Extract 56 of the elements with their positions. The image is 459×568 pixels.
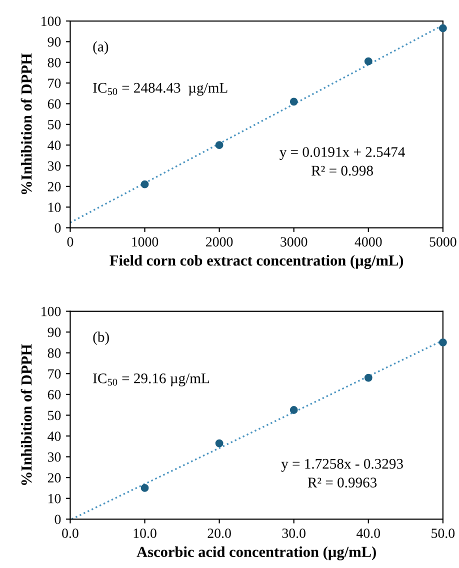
x-tick-label: 10.0 bbox=[134, 528, 156, 538]
point bbox=[215, 439, 224, 448]
x-tick-label: 1000 bbox=[132, 237, 158, 247]
annotation: y = 0.0191x + 2.5474 bbox=[280, 147, 405, 160]
y-tick-label: 50 bbox=[48, 410, 61, 420]
y-tick-label: 0 bbox=[54, 514, 61, 524]
y-tick-label: 10 bbox=[48, 494, 61, 504]
y-tick-label: 90 bbox=[48, 328, 61, 338]
y-tick-label: 30 bbox=[48, 161, 61, 171]
point bbox=[140, 180, 149, 188]
y-tick-label: 20 bbox=[48, 182, 61, 192]
point bbox=[290, 406, 298, 414]
y-tick-label: 40 bbox=[48, 140, 61, 150]
x-tick-label: 0 bbox=[67, 237, 74, 247]
y-tick-label: 70 bbox=[48, 369, 61, 379]
y-tick-label: 20 bbox=[48, 473, 61, 483]
y-tick-label: 70 bbox=[48, 78, 61, 88]
y-axis-title: %Inhibition of DPPH bbox=[20, 344, 32, 485]
y-tick-label: 10 bbox=[48, 202, 61, 212]
y-tick-label: 30 bbox=[48, 452, 61, 462]
annotation: IC$_{50}$ = 29.16 µg/mL bbox=[93, 374, 210, 386]
x-tick-label: 4000 bbox=[354, 237, 382, 247]
y-tick-label: 50 bbox=[48, 120, 61, 130]
x-axis-title: Ascorbic acid concentration (µg/mL) bbox=[136, 546, 376, 560]
annotation: R² = 0.9963 bbox=[308, 478, 377, 488]
point bbox=[364, 374, 372, 382]
point bbox=[438, 24, 447, 32]
x-tick-label: 2000 bbox=[206, 237, 233, 247]
y-tick-label: 80 bbox=[48, 58, 61, 68]
x-tick-label: 20.0 bbox=[208, 528, 231, 538]
y-tick-label: 60 bbox=[48, 99, 61, 109]
y-tick-label: 100 bbox=[42, 16, 61, 26]
annotation: IC$_{50}$ = 2484.43 µg/mL bbox=[93, 82, 228, 96]
y-tick-label: 40 bbox=[48, 432, 61, 441]
y-tick-label: 80 bbox=[48, 348, 61, 358]
y-tick-label: 90 bbox=[48, 37, 61, 47]
x-tick-label: 50.0 bbox=[432, 528, 455, 538]
y-tick-label: 60 bbox=[48, 390, 61, 400]
annotation: (b) bbox=[93, 332, 109, 345]
x-tick-label: 5000 bbox=[430, 237, 456, 247]
x-tick-label: 30.0 bbox=[282, 528, 306, 538]
y-axis-title: %Inhibition of DPPH bbox=[20, 53, 32, 194]
y-tick-label: 0 bbox=[54, 223, 61, 233]
annotation: (a) bbox=[93, 41, 108, 55]
annotation: y = 1.7258x - 0.3293 bbox=[281, 458, 403, 472]
point bbox=[290, 98, 298, 106]
y-tick-label: 100 bbox=[42, 306, 61, 316]
point bbox=[215, 141, 224, 150]
x-tick-label: 0.0 bbox=[62, 528, 78, 538]
x-tick-label: 40.0 bbox=[356, 528, 380, 538]
point bbox=[364, 57, 372, 66]
x-tick-label: 3000 bbox=[280, 237, 308, 247]
x-axis-title: Field corn cob extract concentration (µg/mL) bbox=[110, 254, 404, 269]
annotation: R² = 0.998 bbox=[312, 166, 373, 176]
point bbox=[140, 484, 149, 492]
point bbox=[438, 338, 447, 346]
